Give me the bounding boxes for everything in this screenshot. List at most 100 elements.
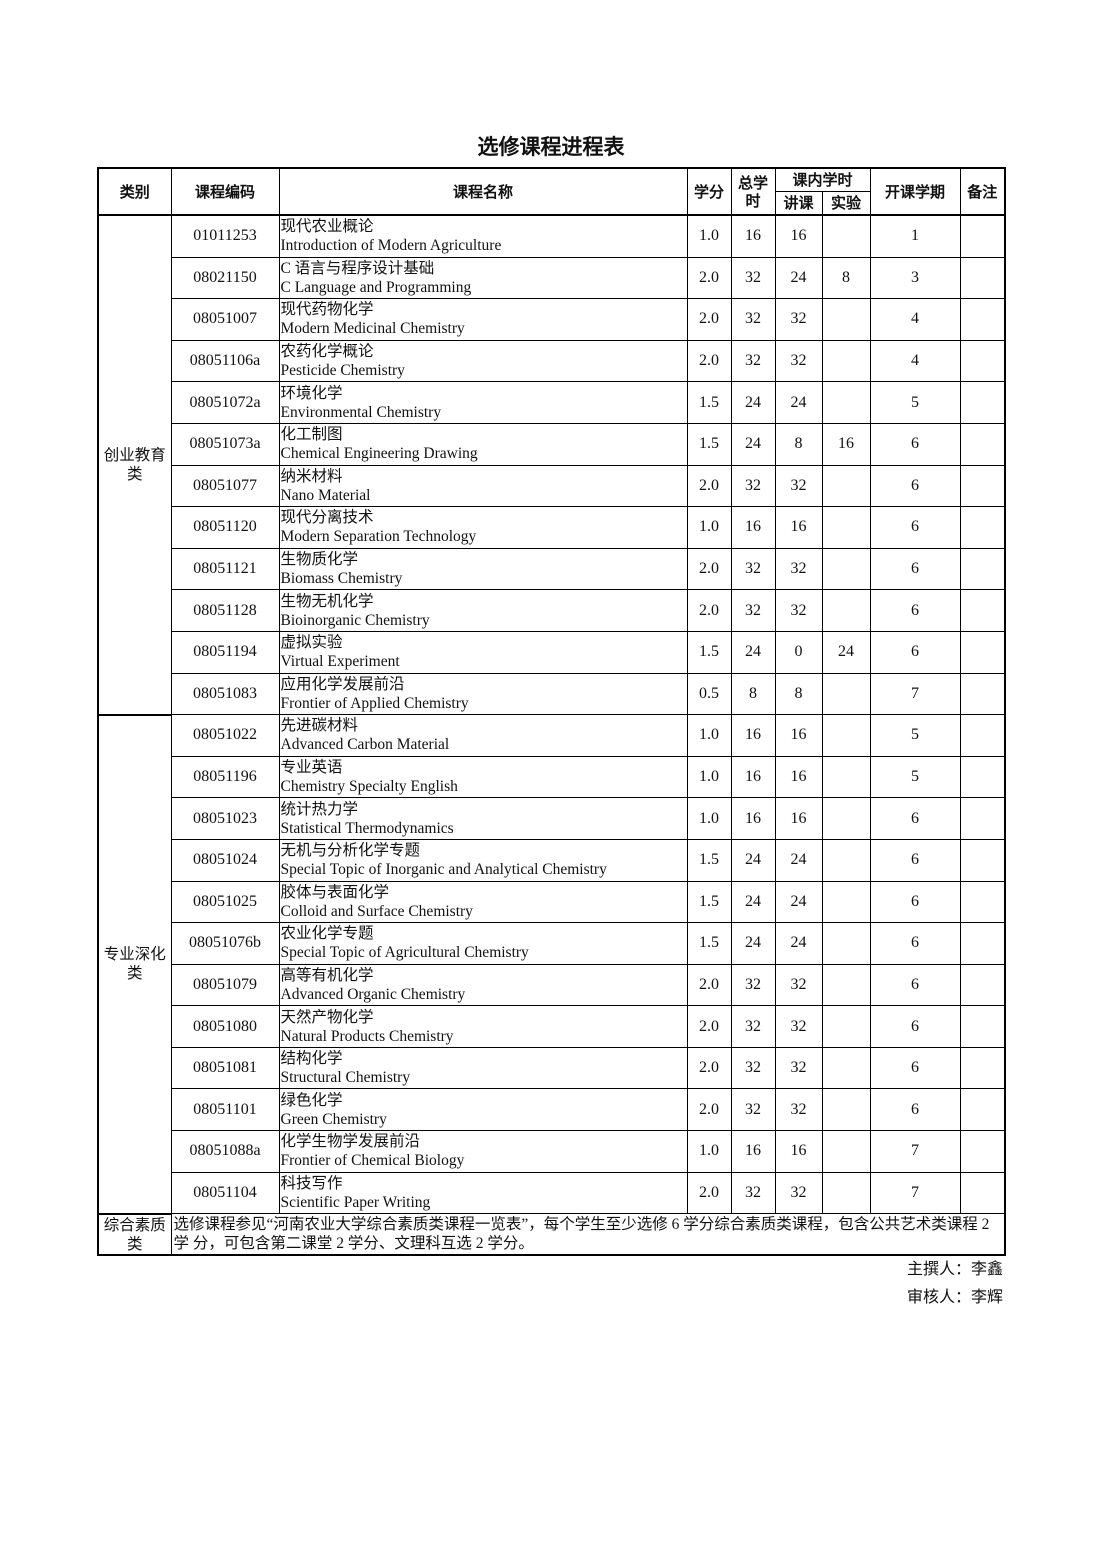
course-name-en: Environmental Chemistry [280, 403, 442, 421]
course-remarks [959, 838, 1006, 882]
course-name-en: Chemical Engineering Drawing [280, 445, 478, 463]
course-name: 生物质化学 Biomass Chemistry [278, 547, 688, 591]
course-name-cn: 绿色化学 [280, 1091, 343, 1109]
course-total-hours: 32 [730, 298, 776, 341]
course-remarks [959, 422, 1006, 466]
course-total-hours: 24 [730, 922, 776, 965]
course-name-cn: 无机与分析化学专题 [280, 842, 421, 860]
course-credits: 2.0 [686, 1005, 732, 1048]
course-total-hours: 32 [730, 1046, 776, 1090]
course-lecture-hours: 32 [774, 1088, 823, 1132]
course-name-en: Frontier of Applied Chemistry [280, 694, 469, 712]
course-credits: 1.0 [686, 797, 732, 840]
course-code: 08051081 [170, 1046, 280, 1090]
table-row: 08051196 专业英语 Chemistry Specialty English 1… [98, 755, 1006, 799]
table-row: 08051007 现代药物化学 Modern Medicinal Chemistry… [98, 298, 1006, 341]
course-lab-hours [821, 339, 871, 383]
course-name-cn: 统计热力学 [280, 800, 359, 818]
course-code: 08021150 [170, 256, 280, 300]
course-name: 现代药物化学 Modern Medicinal Chemistry [278, 298, 688, 341]
course-remarks [959, 1130, 1006, 1173]
course-lecture-hours: 32 [774, 464, 823, 508]
table-row: 08051025 胶体与表面化学 Colloid and Surface Chemi… [98, 880, 1006, 924]
course-lab-hours [821, 589, 871, 632]
header-credits: 学分 [686, 167, 732, 216]
course-total-hours: 32 [730, 1171, 776, 1215]
course-lecture-hours: 32 [774, 1005, 823, 1048]
course-lecture-hours: 24 [774, 256, 823, 300]
course-semester: 6 [869, 1046, 961, 1090]
course-name: 专业英语 Chemistry Specialty English [278, 755, 688, 799]
course-semester: 7 [869, 1171, 961, 1215]
course-name-en: Advanced Organic Chemistry [280, 985, 466, 1003]
header-in-class-hours: 课内学时 [774, 167, 871, 192]
course-code: 08051194 [170, 630, 280, 674]
header-semester: 开课学期 [869, 167, 961, 216]
header-category: 类别 [97, 167, 172, 216]
course-credits: 1.5 [686, 422, 732, 466]
course-name-cn: 农业化学专题 [280, 925, 374, 943]
course-credits: 2.0 [686, 1171, 732, 1215]
course-name-cn: 农药化学概论 [280, 343, 374, 361]
course-lecture-hours: 16 [774, 214, 823, 258]
course-total-hours: 16 [730, 1130, 776, 1173]
course-name-cn: 天然产物化学 [280, 1008, 374, 1026]
table-row: 08051128 生物无机化学 Bioinorganic Chemistry 2.0 3… [98, 589, 1006, 632]
category-cell: 专业深化类 [97, 714, 172, 1215]
course-name: 化工制图 Chemical Engineering Drawing [278, 422, 688, 466]
table-row: 创业教育类 01011253 现代农业概论 Introduction of Moder… [97, 214, 1006, 716]
course-name-cn: C 语言与程序设计基础 [280, 259, 435, 277]
course-total-hours: 16 [730, 214, 776, 258]
general-category: 综合素质类 [97, 1213, 172, 1256]
course-credits: 2.0 [686, 1046, 732, 1090]
course-lab-hours: 8 [821, 256, 871, 300]
course-name-cn: 生物无机化学 [280, 592, 374, 610]
course-credits: 1.0 [686, 214, 732, 258]
course-remarks [959, 1005, 1006, 1048]
course-name-en: Special Topic of Inorganic and Analytica… [280, 861, 607, 879]
course-name-cn: 先进碳材料 [280, 717, 359, 735]
course-name: 环境化学 Environmental Chemistry [278, 381, 688, 424]
table-row: 08051073a 化工制图 Chemical Engineering Drawin… [98, 422, 1006, 466]
table-row: 08051104 科技写作 Scientific Paper Writing 2.0 3… [98, 1171, 1006, 1215]
course-name-en: Introduction of Modern Agriculture [280, 237, 502, 255]
course-name-cn: 现代分离技术 [280, 509, 374, 527]
course-name: 统计热力学 Statistical Thermodynamics [278, 797, 688, 840]
course-lecture-hours: 24 [774, 838, 823, 882]
course-lab-hours [821, 298, 871, 341]
course-name-cn: 环境化学 [280, 384, 343, 402]
course-total-hours: 16 [730, 506, 776, 549]
course-lecture-hours: 8 [774, 672, 823, 716]
table-row: 08051101 绿色化学 Green Chemistry 2.0 32 32 6 [98, 1088, 1006, 1132]
course-semester: 5 [869, 381, 961, 424]
course-code: 08051106a [170, 339, 280, 383]
course-name: 绿色化学 Green Chemistry [278, 1088, 688, 1132]
author-signature: 主撰人：李鑫 [906, 1261, 1003, 1278]
table-row: 08051106a 农药化学概论 Pesticide Chemistry 2.0 32 3… [98, 339, 1006, 383]
header-lab: 实验 [821, 191, 871, 216]
course-remarks [959, 922, 1006, 965]
course-remarks [959, 381, 1006, 424]
course-lecture-hours: 0 [774, 630, 823, 674]
course-lab-hours [821, 547, 871, 591]
course-remarks [959, 506, 1006, 549]
course-credits: 2.0 [686, 256, 732, 300]
course-name-cn: 高等有机化学 [280, 966, 374, 984]
course-total-hours: 32 [730, 589, 776, 632]
course-semester: 6 [869, 1005, 961, 1048]
table-row: 08051079 高等有机化学 Advanced Organic Chemistry… [98, 963, 1006, 1007]
course-name: 生物无机化学 Bioinorganic Chemistry [278, 589, 688, 632]
course-semester: 6 [869, 963, 961, 1007]
general-note: 选修课程参见“河南农业大学综合素质类课程一览表”，每个学生至少选修 6 学分综合… [170, 1213, 1006, 1256]
course-semester: 5 [869, 714, 961, 757]
course-credits: 2.0 [686, 464, 732, 508]
course-name-en: Structural Chemistry [280, 1069, 411, 1087]
course-lab-hours [821, 1088, 871, 1132]
table-row: 08051121 生物质化学 Biomass Chemistry 2.0 32 32 6 [98, 547, 1006, 591]
course-lab-hours [821, 755, 871, 799]
course-code: 08051025 [170, 880, 280, 924]
course-code: 08051083 [170, 672, 280, 716]
course-lecture-hours: 16 [774, 797, 823, 840]
course-name-cn: 胶体与表面化学 [280, 883, 390, 901]
course-name-en: Natural Products Chemistry [280, 1027, 454, 1045]
